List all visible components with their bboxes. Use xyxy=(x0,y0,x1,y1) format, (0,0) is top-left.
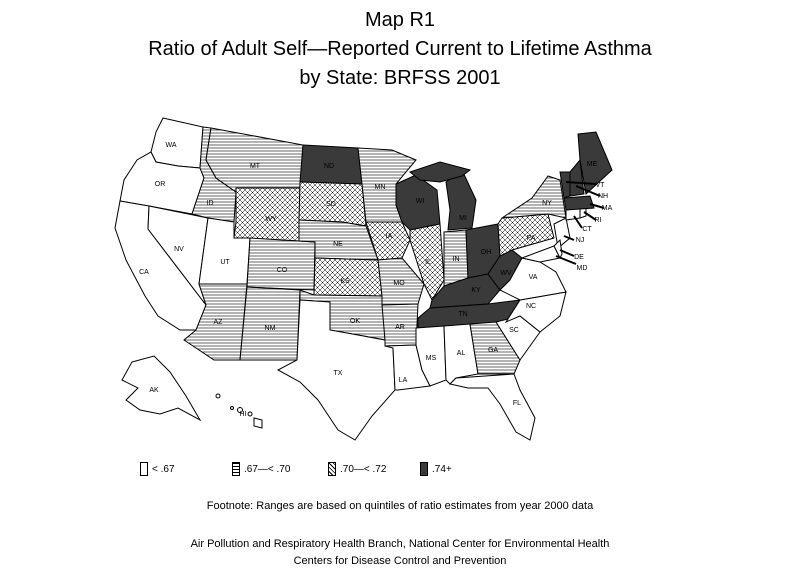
label-wy: WY xyxy=(265,216,277,223)
legend-swatch-dark xyxy=(420,462,428,476)
label-wi: WI xyxy=(416,198,425,205)
state-me xyxy=(577,131,613,195)
label-in: IN xyxy=(453,256,460,263)
label-de: DE xyxy=(574,254,584,261)
legend-swatch-white xyxy=(140,462,148,476)
label-md: MD xyxy=(577,265,588,272)
legend-label: < .67 xyxy=(152,463,175,475)
label-ar: AR xyxy=(395,324,405,331)
label-fl: FL xyxy=(513,400,521,407)
legend-item-lt-67: < .67 xyxy=(140,462,175,476)
state-ga xyxy=(469,321,521,375)
label-ok: OK xyxy=(350,318,360,325)
label-mt: MT xyxy=(250,163,261,170)
label-il: IL xyxy=(425,259,431,266)
state-wa xyxy=(150,117,204,169)
label-oh: OH xyxy=(481,249,492,256)
credit-line-1: Air Pollution and Respiratory Health Bra… xyxy=(190,538,610,550)
state-mi-upper xyxy=(408,161,472,183)
label-wa: WA xyxy=(165,142,176,149)
label-ak: AK xyxy=(149,387,159,394)
label-ut: UT xyxy=(220,259,230,266)
label-ky: KY xyxy=(471,287,481,294)
label-va: VA xyxy=(529,274,538,281)
label-la: LA xyxy=(399,377,408,384)
legend-item-70-72: .70—< .72 xyxy=(328,462,386,476)
title-line-3: by State: BRFSS 2001 xyxy=(299,67,501,89)
label-me: ME xyxy=(587,161,598,168)
label-ct: CT xyxy=(582,226,592,233)
label-or: OR xyxy=(155,181,166,188)
label-ks: KS xyxy=(340,278,350,285)
state-co xyxy=(246,237,316,291)
state-wy xyxy=(233,187,301,242)
state-ks xyxy=(313,257,383,297)
title-line-1: Map R1 xyxy=(364,9,436,31)
label-ma: MA xyxy=(602,205,613,212)
label-id: ID xyxy=(207,200,214,207)
label-co: CO xyxy=(277,267,288,274)
state-de xyxy=(553,238,563,260)
legend-label: .67—< .70 xyxy=(244,463,291,475)
label-nh: NH xyxy=(598,193,608,200)
label-ny: NY xyxy=(542,200,552,207)
state-nm xyxy=(239,286,301,361)
label-sd: SD xyxy=(326,201,336,208)
label-tn: TN xyxy=(458,311,467,318)
us-state-map: WA OR CA NV ID MT WY UT CO AZ NM ND SD N… xyxy=(114,117,613,441)
state-tx xyxy=(276,299,396,441)
label-sc: SC xyxy=(509,327,519,334)
legend-item-74-plus: .74+ xyxy=(420,462,452,476)
state-md xyxy=(520,245,561,263)
state-ia xyxy=(365,221,411,261)
state-ny xyxy=(501,175,567,219)
label-ca: CA xyxy=(139,269,149,276)
legend-swatch-hlines xyxy=(232,462,240,476)
label-nv: NV xyxy=(174,246,184,253)
state-ak xyxy=(121,355,202,422)
map-title: Map R1 Ratio of Adult Self—Reported Curr… xyxy=(0,6,800,93)
label-ri: RI xyxy=(595,217,602,224)
state-labels: WA OR CA NV ID MT WY UT CO AZ NM ND SD N… xyxy=(139,142,612,418)
label-hi: HI xyxy=(240,411,247,418)
label-mo: MO xyxy=(393,280,405,287)
label-pa: PA xyxy=(527,235,536,242)
footnote: Footnote: Ranges are based on quintiles … xyxy=(206,500,594,512)
label-tx: TX xyxy=(334,370,343,377)
title-line-2: Ratio of Adult Self—Reported Current to … xyxy=(148,38,652,60)
legend-swatch-cross xyxy=(328,462,336,476)
label-al: AL xyxy=(457,350,466,357)
state-ma xyxy=(563,195,595,211)
callout-lines xyxy=(555,181,605,265)
legend-item-67-70: .67—< .70 xyxy=(232,462,290,476)
label-wv: WV xyxy=(500,270,512,277)
label-mn: MN xyxy=(375,184,386,191)
label-nj: NJ xyxy=(576,237,585,244)
label-ia: IA xyxy=(386,233,393,240)
legend-label: .74+ xyxy=(432,463,452,475)
state-va xyxy=(499,257,567,301)
label-ga: GA xyxy=(488,347,498,354)
label-nc: NC xyxy=(526,303,536,310)
label-az: AZ xyxy=(214,319,224,326)
state-hi xyxy=(215,393,263,429)
credit-line-2: Centers for Disease Control and Preventi… xyxy=(293,555,507,567)
label-nd: ND xyxy=(324,163,334,170)
label-mi: MI xyxy=(459,215,467,222)
label-nm: NM xyxy=(265,325,276,332)
legend-label: .70—< .72 xyxy=(340,463,387,475)
label-vt: VT xyxy=(596,182,606,189)
map-legend: < .67 .67—< .70 .70—< .72 .74+ xyxy=(140,462,740,482)
label-ms: MS xyxy=(426,355,437,362)
state-fl xyxy=(449,373,536,441)
label-ne: NE xyxy=(333,241,343,248)
